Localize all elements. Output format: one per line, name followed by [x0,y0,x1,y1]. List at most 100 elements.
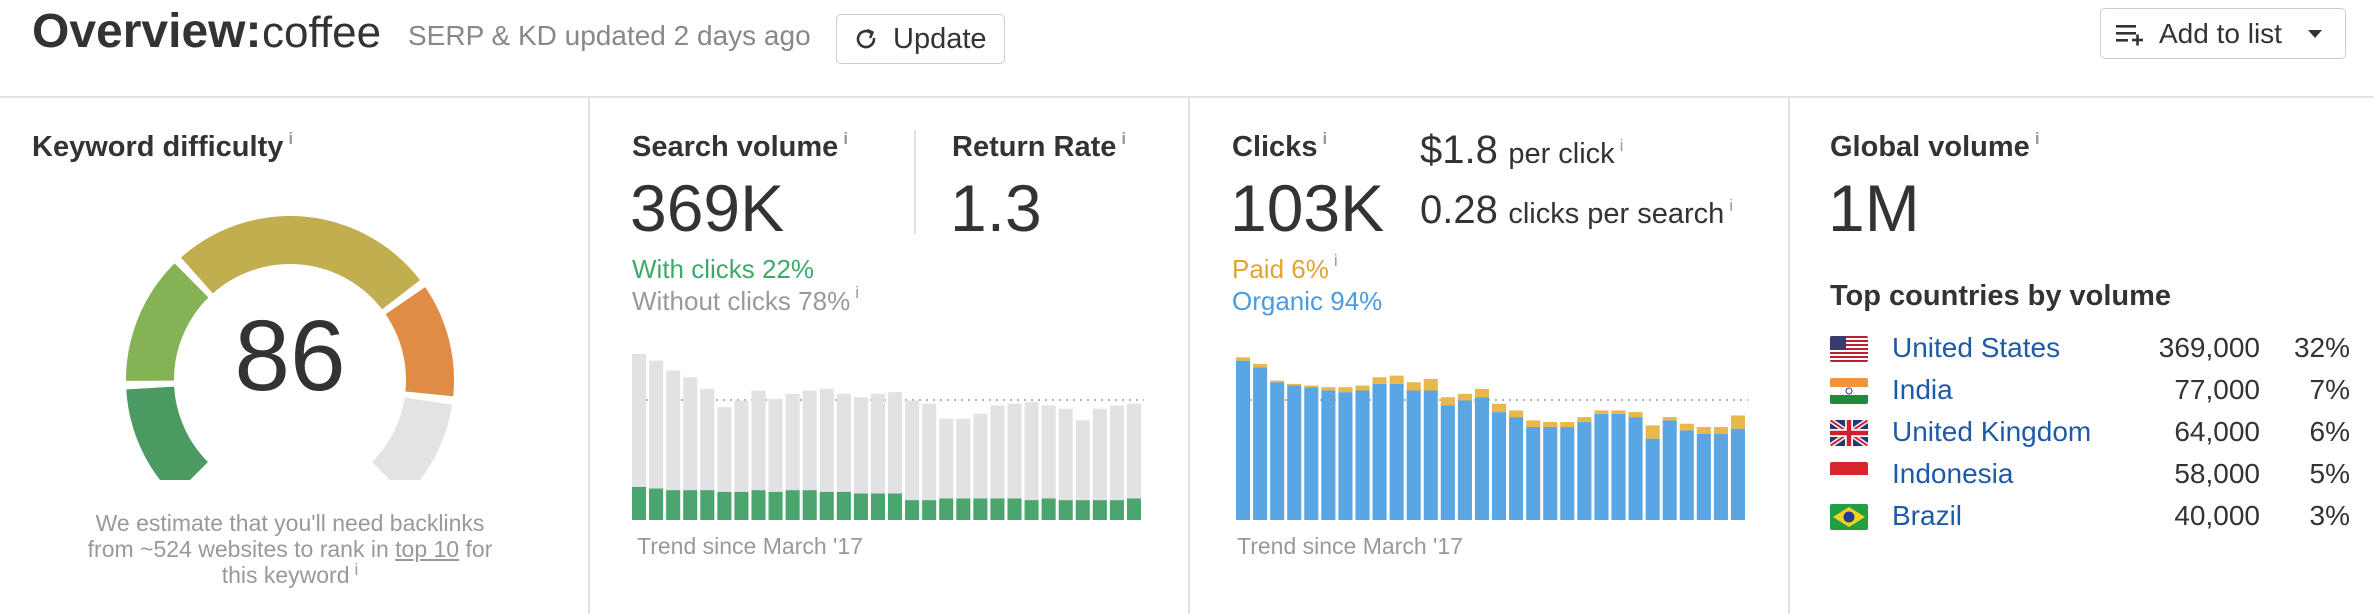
trend-bar-with-clicks[interactable] [768,491,783,520]
trend-bar-without-clicks[interactable] [836,393,851,492]
trend-bar-organic[interactable] [1713,433,1728,520]
trend-bar-with-clicks[interactable] [1058,500,1073,520]
trend-bar-without-clicks[interactable] [819,388,834,492]
trend-bar-with-clicks[interactable] [649,488,664,520]
trend-bar-paid[interactable] [1577,417,1592,423]
trend-bar-with-clicks[interactable] [683,490,698,520]
trend-bar-without-clicks[interactable] [1024,402,1039,501]
trend-bar-organic[interactable] [1236,360,1251,520]
trend-bar-organic[interactable] [1321,390,1336,520]
trend-bar-organic[interactable] [1389,383,1404,520]
trend-bar-without-clicks[interactable] [785,393,800,491]
trend-bar-paid[interactable] [1338,387,1353,393]
trend-bar-paid[interactable] [1287,383,1302,386]
trend-bar-without-clicks[interactable] [939,418,954,499]
trend-bar-paid[interactable] [1560,422,1575,428]
trend-bar-paid[interactable] [1594,410,1609,414]
trend-bar-with-clicks[interactable] [973,498,988,520]
trend-bar-paid[interactable] [1389,375,1404,384]
trend-bar-with-clicks[interactable] [734,491,749,520]
trend-bar-paid[interactable] [1304,385,1319,388]
trend-bar-without-clicks[interactable] [751,390,766,491]
trend-bar-paid[interactable] [1270,380,1285,383]
trend-bar-with-clicks[interactable] [905,500,920,520]
trend-bar-with-clicks[interactable] [751,490,766,520]
trend-bar-organic[interactable] [1594,413,1609,520]
trend-bar-paid[interactable] [1423,378,1438,391]
trend-bar-paid[interactable] [1440,397,1455,406]
trend-bar-paid[interactable] [1526,420,1541,428]
trend-bar-with-clicks[interactable] [990,498,1005,520]
trend-bar-organic[interactable] [1560,427,1575,520]
trend-bar-paid[interactable] [1492,403,1507,413]
trend-bar-organic[interactable] [1406,390,1421,520]
trend-bar-without-clicks[interactable] [734,400,749,492]
trend-bar-organic[interactable] [1253,367,1268,520]
trend-bar-with-clicks[interactable] [1024,500,1039,520]
trend-bar-without-clicks[interactable] [649,360,664,489]
trend-bar-with-clicks[interactable] [870,493,885,520]
trend-bar-with-clicks[interactable] [700,490,715,520]
trend-bar-organic[interactable] [1628,417,1643,520]
trend-bar-with-clicks[interactable] [632,486,647,520]
trend-bar-organic[interactable] [1662,420,1677,520]
trend-bar-paid[interactable] [1611,410,1626,414]
trend-bar-with-clicks[interactable] [888,493,903,520]
trend-bar-without-clicks[interactable] [922,403,937,501]
country-name[interactable]: Brazil [1892,500,1963,531]
trend-bar-without-clicks[interactable] [973,413,988,499]
trend-bar-paid[interactable] [1253,363,1268,368]
trend-bar-without-clicks[interactable] [905,400,920,501]
trend-bar-with-clicks[interactable] [1126,498,1141,520]
trend-bar-with-clicks[interactable] [1109,500,1124,520]
trend-bar-without-clicks[interactable] [717,407,732,492]
trend-bar-organic[interactable] [1270,382,1285,520]
trend-bar-with-clicks[interactable] [802,490,817,520]
add-to-list-button[interactable]: Add to list [2100,8,2346,59]
trend-bar-paid[interactable] [1321,387,1336,391]
trend-bar-with-clicks[interactable] [1041,498,1056,520]
update-button[interactable]: Update [836,14,1005,64]
country-name[interactable]: United Kingdom [1892,416,2092,447]
trend-bar-organic[interactable] [1645,438,1660,520]
trend-bar-with-clicks[interactable] [836,491,851,520]
trend-bar-without-clicks[interactable] [1109,405,1124,501]
trend-bar-without-clicks[interactable] [956,418,971,499]
trend-bar-organic[interactable] [1423,390,1438,520]
trend-bar-without-clicks[interactable] [700,388,715,491]
trend-bar-organic[interactable] [1679,430,1694,520]
trend-bar-paid[interactable] [1645,425,1660,439]
top-10-link[interactable]: top 10 [395,536,460,562]
trend-bar-without-clicks[interactable] [632,354,647,487]
trend-bar-with-clicks[interactable] [939,498,954,520]
trend-bar-with-clicks[interactable] [717,491,732,520]
trend-bar-paid[interactable] [1679,423,1694,431]
trend-bar-paid[interactable] [1474,388,1489,398]
trend-bar-organic[interactable] [1696,433,1711,520]
trend-bar-organic[interactable] [1440,405,1455,520]
trend-bar-without-clicks[interactable] [1041,405,1056,499]
trend-bar-organic[interactable] [1474,397,1489,520]
trend-bar-with-clicks[interactable] [666,490,681,520]
trend-bar-with-clicks[interactable] [853,493,868,520]
trend-bar-without-clicks[interactable] [1058,408,1073,501]
trend-bar-paid[interactable] [1696,427,1711,434]
trend-bar-organic[interactable] [1543,427,1558,520]
trend-bar-organic[interactable] [1304,387,1319,520]
trend-bar-paid[interactable] [1236,357,1251,361]
trend-bar-paid[interactable] [1406,382,1421,391]
trend-bar-without-clicks[interactable] [853,397,868,494]
trend-bar-organic[interactable] [1509,417,1524,520]
trend-bar-without-clicks[interactable] [768,398,783,492]
trend-bar-without-clicks[interactable] [1092,408,1107,501]
trend-bar-with-clicks[interactable] [1007,498,1022,520]
trend-bar-without-clicks[interactable] [1126,403,1141,499]
trend-bar-without-clicks[interactable] [683,377,698,491]
trend-bar-without-clicks[interactable] [870,393,885,494]
trend-bar-paid[interactable] [1355,385,1370,391]
trend-bar-without-clicks[interactable] [990,405,1005,499]
trend-bar-organic[interactable] [1577,422,1592,520]
trend-bar-paid[interactable] [1509,410,1524,418]
trend-bar-organic[interactable] [1287,385,1302,520]
trend-bar-organic[interactable] [1372,383,1387,520]
